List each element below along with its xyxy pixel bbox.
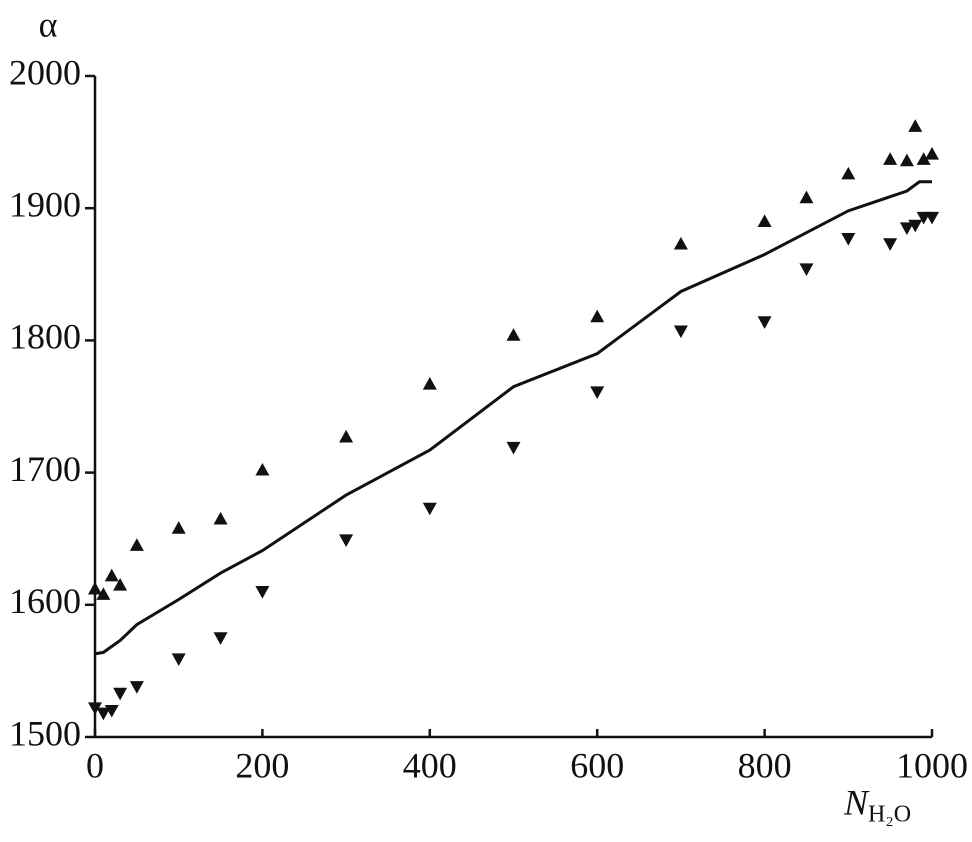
x-tick-label: 0 xyxy=(86,745,104,785)
marker-up xyxy=(673,236,688,250)
marker-up xyxy=(883,152,898,165)
marker-down xyxy=(673,325,688,339)
marker-up xyxy=(96,587,111,600)
marker-up xyxy=(104,568,119,582)
marker-down xyxy=(925,211,939,225)
marker-up xyxy=(339,429,354,443)
x-axis-label: N xyxy=(843,782,870,822)
marker-down xyxy=(422,502,437,516)
marker-up xyxy=(757,214,772,228)
y-tick-label: 1800 xyxy=(9,317,81,357)
marker-down xyxy=(899,222,914,236)
marker-up xyxy=(422,377,437,390)
marker-down xyxy=(908,219,923,233)
x-tick-label: 200 xyxy=(235,745,289,785)
marker-down xyxy=(799,263,814,277)
x-tick-label: 1000 xyxy=(896,745,968,785)
mean-line xyxy=(94,180,932,656)
x-tick-label: 600 xyxy=(570,745,624,785)
marker-down xyxy=(113,687,128,701)
marker-up xyxy=(908,119,923,132)
marker-down xyxy=(104,704,119,718)
x-tick-label: 800 xyxy=(738,745,792,785)
marker-up xyxy=(213,511,228,525)
marker-up xyxy=(799,190,814,204)
y-axis-label: α xyxy=(39,4,58,44)
marker-down xyxy=(339,534,354,548)
marker-down xyxy=(757,316,772,329)
marker-down xyxy=(96,707,111,721)
marker-up xyxy=(916,152,931,165)
marker-up xyxy=(88,581,102,595)
marker-up xyxy=(506,328,521,341)
marker-down xyxy=(590,386,605,399)
marker-down xyxy=(171,653,186,667)
y-tick-label: 1600 xyxy=(9,581,81,621)
marker-down xyxy=(213,632,228,645)
y-tick-label: 1900 xyxy=(9,184,81,224)
x-axis-label-subscript: H₂O xyxy=(868,802,911,828)
marker-up xyxy=(255,462,270,476)
marker-down xyxy=(883,238,898,251)
x-tick-label: 400 xyxy=(403,745,457,785)
marker-down xyxy=(88,702,102,715)
marker-up xyxy=(171,521,186,534)
marker-down xyxy=(506,441,521,455)
marker-up xyxy=(590,309,605,323)
marker-down xyxy=(841,233,856,246)
marker-up xyxy=(841,166,856,180)
y-tick-label: 1500 xyxy=(9,713,81,753)
y-tick-label: 2000 xyxy=(9,52,81,92)
marker-up xyxy=(899,153,914,167)
marker-up xyxy=(925,146,939,160)
y-tick-label: 1700 xyxy=(9,449,81,489)
marker-down xyxy=(255,585,270,599)
marker-up xyxy=(113,577,128,591)
marker-down xyxy=(129,681,144,694)
marker-up xyxy=(129,538,144,551)
